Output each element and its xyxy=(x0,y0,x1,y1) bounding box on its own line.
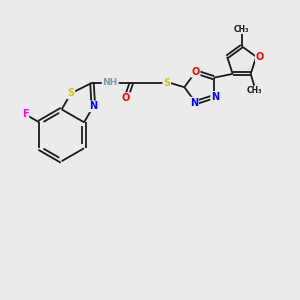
Text: CH₃: CH₃ xyxy=(234,25,249,34)
Text: NH: NH xyxy=(103,78,118,87)
Text: N: N xyxy=(89,101,98,111)
Text: N: N xyxy=(190,98,198,108)
Text: S: S xyxy=(163,78,170,88)
Text: F: F xyxy=(22,109,28,119)
Text: CH₃: CH₃ xyxy=(247,86,262,95)
Text: O: O xyxy=(256,52,264,62)
Text: O: O xyxy=(191,67,200,77)
Text: S: S xyxy=(67,88,74,98)
Text: N: N xyxy=(211,92,219,102)
Text: O: O xyxy=(122,93,130,103)
